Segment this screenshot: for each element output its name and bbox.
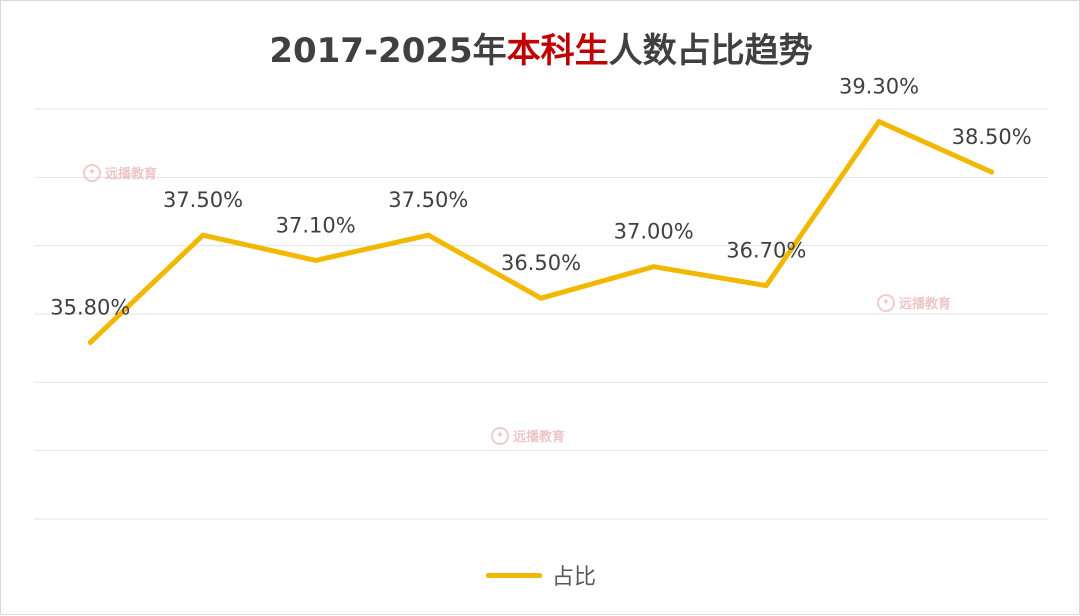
watermark-label: 远播教育 bbox=[513, 430, 566, 445]
chart-title: 2017-2025年本科生人数占比趋势 bbox=[1, 23, 1080, 72]
watermark-label: 远播教育 bbox=[899, 297, 952, 312]
legend-label: 占比 bbox=[551, 565, 596, 590]
data-labels: 35.80% 37.50% 37.10% 37.50% 36.50% 37.00% 36.7… bbox=[50, 75, 1032, 345]
watermark-label: 远播教育 bbox=[105, 167, 158, 182]
data-point bbox=[538, 295, 544, 301]
watermark-logo: ✦ 远播教育 bbox=[83, 163, 157, 182]
data-label: 37.00% bbox=[614, 220, 694, 244]
data-point bbox=[313, 257, 319, 263]
data-label: 38.50% bbox=[952, 125, 1032, 149]
data-label: 36.70% bbox=[726, 239, 806, 263]
series-line bbox=[87, 119, 995, 345]
data-label: 39.30% bbox=[839, 75, 919, 99]
data-point bbox=[989, 169, 995, 175]
watermark-icon: ✦ bbox=[491, 426, 509, 445]
legend: 占比 bbox=[1, 559, 1080, 591]
data-label: 37.10% bbox=[276, 213, 356, 237]
data-label: 37.50% bbox=[163, 188, 243, 212]
series-line-layer bbox=[87, 119, 995, 345]
data-point bbox=[87, 339, 93, 345]
watermark-logo: ✦ 远播教育 bbox=[877, 293, 951, 312]
data-point bbox=[425, 232, 431, 238]
legend-swatch bbox=[485, 572, 542, 578]
data-point bbox=[200, 232, 206, 238]
grid-lines bbox=[34, 108, 1048, 520]
data-point bbox=[651, 264, 657, 270]
chart-title-part3: 人数占比趋势 bbox=[608, 31, 813, 71]
chart-title-part1: 2017-2025年 bbox=[269, 31, 507, 71]
data-label: 37.50% bbox=[388, 188, 468, 212]
watermark-icon: ✦ bbox=[83, 163, 101, 182]
watermark-logo: ✦ 远播教育 bbox=[491, 426, 565, 445]
chart-title-highlight: 本科生 bbox=[506, 31, 609, 71]
data-point bbox=[876, 119, 882, 125]
data-point bbox=[763, 283, 769, 289]
watermark-icon: ✦ bbox=[877, 293, 895, 312]
data-label: 36.50% bbox=[501, 251, 581, 275]
data-label: 35.80% bbox=[50, 295, 130, 319]
